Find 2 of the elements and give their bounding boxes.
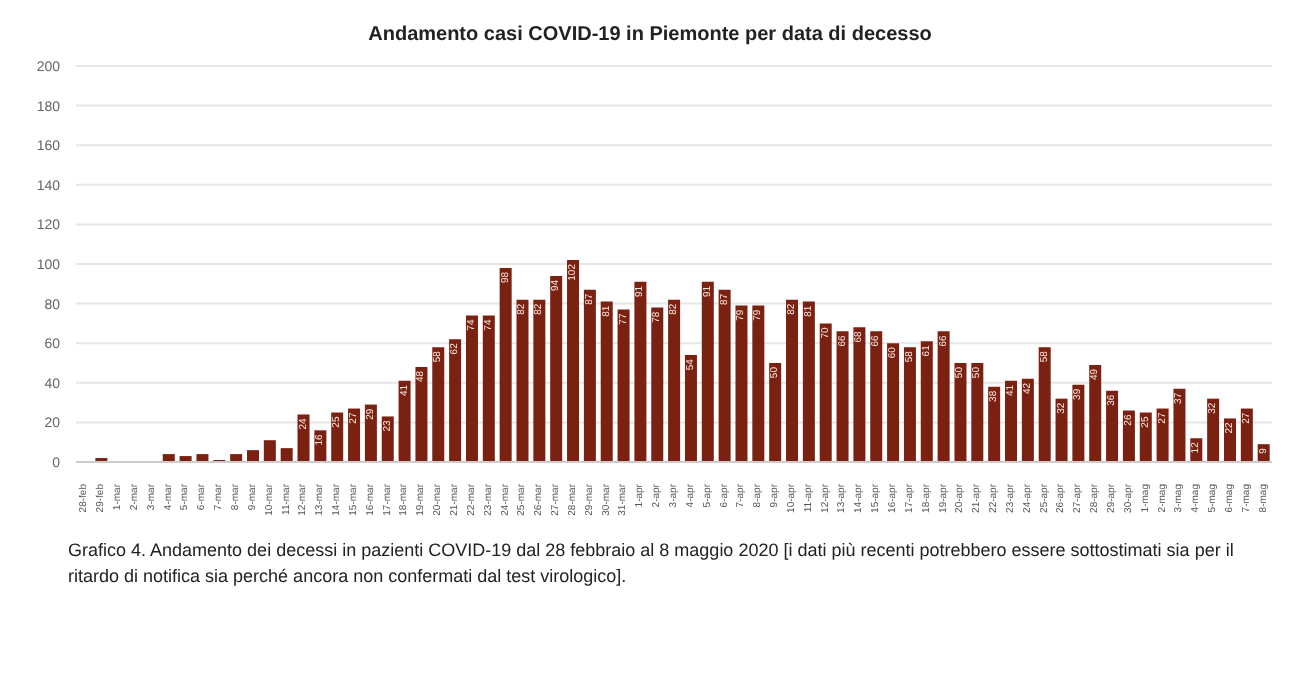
chart-title: Andamento casi COVID-19 in Piemonte per data di decesso — [366, 22, 934, 46]
text: Grafico 4. Andamento dei decessi in pazienti COVID-19 dal 28 febbraio al 8 maggio 2020 [i dati più recenti potrebbero essere sottostimati sia per il ritardo di notifica sia perché ancora non confermati dal test virologico]. — [68, 538, 1236, 590]
